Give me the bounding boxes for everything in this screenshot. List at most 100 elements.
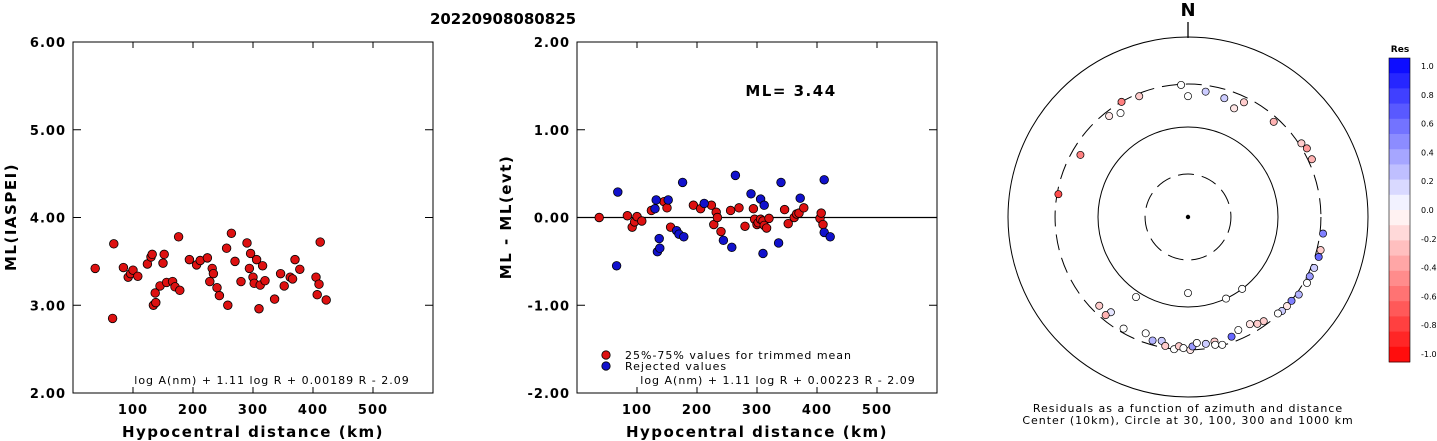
colorbar-tick-label: 0.0 bbox=[1421, 206, 1434, 215]
colorbar-title: Res bbox=[1391, 45, 1409, 55]
colorbar-cell bbox=[1389, 118, 1410, 135]
panel-residual-vs-distance: 100 200 300 400 500 -2.00 -1.00 0.00 1.00 2.00 M… bbox=[497, 36, 938, 441]
data-point bbox=[655, 243, 665, 253]
data-point bbox=[275, 268, 286, 279]
data-point bbox=[758, 248, 768, 259]
station-point bbox=[1230, 104, 1239, 113]
colorbar-tick-label: 0.4 bbox=[1421, 148, 1434, 157]
colorbar-cell bbox=[1389, 270, 1410, 287]
data-point bbox=[611, 261, 622, 271]
data-point bbox=[730, 170, 741, 181]
data-point bbox=[109, 239, 119, 249]
colorbar-cell bbox=[1389, 103, 1410, 120]
colorbar-tick-label: -0.2 bbox=[1421, 235, 1437, 244]
data-point bbox=[257, 261, 268, 271]
data-point bbox=[663, 195, 673, 205]
data-point bbox=[295, 264, 305, 274]
colorbar-cell bbox=[1389, 240, 1410, 256]
panel-polar-residuals: N Residuals as a function of azimuth and… bbox=[1007, 0, 1369, 427]
y-tick-label: 2.00 bbox=[534, 36, 570, 51]
station-point bbox=[1105, 112, 1114, 121]
data-point bbox=[651, 195, 661, 205]
data-point bbox=[818, 219, 828, 230]
data-point bbox=[128, 265, 138, 275]
station-point bbox=[1240, 98, 1248, 107]
data-point bbox=[269, 294, 280, 304]
y-tick-label: 1.00 bbox=[534, 124, 570, 139]
station-point bbox=[1222, 294, 1230, 303]
station-point bbox=[1161, 341, 1170, 350]
station-point bbox=[1294, 290, 1303, 299]
data-point bbox=[287, 274, 298, 284]
data-point bbox=[221, 243, 232, 253]
colorbar-cell bbox=[1389, 255, 1410, 272]
data-point bbox=[315, 237, 325, 247]
data-point bbox=[819, 175, 829, 185]
station-point bbox=[1095, 301, 1104, 310]
station-point bbox=[1119, 324, 1128, 333]
data-point bbox=[236, 276, 246, 287]
data-point bbox=[725, 205, 736, 216]
points-2 bbox=[594, 170, 835, 271]
legend-label-trimmed: 25%-75% values for trimmed mean bbox=[625, 349, 852, 362]
colorbar-tick-label: -0.6 bbox=[1421, 292, 1437, 301]
x-tick-label: 500 bbox=[358, 403, 388, 418]
y-tick-label: 2.00 bbox=[30, 387, 66, 402]
station-point bbox=[1117, 97, 1126, 106]
station-point bbox=[1316, 246, 1325, 255]
north-label: N bbox=[1180, 0, 1195, 21]
y-tick-label: -1.00 bbox=[528, 299, 570, 314]
xlabel-1: Hypocentral distance (km) bbox=[122, 423, 384, 441]
station-point bbox=[1234, 326, 1243, 334]
x-ticks-2: 100 200 300 400 500 bbox=[622, 42, 891, 418]
station-point bbox=[1253, 319, 1262, 328]
colorbar-cell bbox=[1389, 286, 1410, 302]
data-point bbox=[279, 281, 289, 291]
data-point bbox=[175, 285, 185, 296]
data-point bbox=[314, 279, 324, 289]
data-point bbox=[90, 263, 100, 274]
data-point bbox=[622, 211, 633, 221]
colorbar-cell bbox=[1389, 316, 1410, 332]
y-tick-label: 3.00 bbox=[30, 299, 66, 314]
station-point bbox=[1269, 117, 1278, 126]
distance-rings bbox=[1007, 36, 1369, 398]
station-point bbox=[1184, 289, 1192, 298]
data-point bbox=[764, 213, 774, 224]
data-point bbox=[245, 248, 256, 259]
station-point bbox=[1116, 109, 1125, 118]
station-point bbox=[1310, 264, 1319, 272]
data-point bbox=[214, 290, 225, 301]
x-tick-label: 300 bbox=[742, 403, 772, 418]
station-point bbox=[1148, 336, 1157, 345]
y-tick-label: 6.00 bbox=[30, 36, 66, 51]
colorbar-frame bbox=[1388, 57, 1411, 363]
colorbar-cell bbox=[1389, 179, 1410, 196]
data-point bbox=[251, 254, 262, 265]
colorbar-cell bbox=[1389, 149, 1410, 165]
xlabel-2: Hypocentral distance (km) bbox=[626, 423, 888, 441]
legend-marker-rejected bbox=[601, 361, 611, 371]
ring-30km bbox=[1144, 173, 1232, 261]
legend-label-rejected: Rejected values bbox=[625, 360, 727, 373]
data-point bbox=[173, 232, 184, 242]
ylabel-2: ML - ML(evt) bbox=[497, 155, 515, 279]
x-tick-label: 200 bbox=[682, 403, 712, 418]
station-point bbox=[1184, 92, 1192, 101]
x-tick-label: 100 bbox=[622, 403, 652, 418]
legend-marker-trimmed bbox=[601, 350, 611, 360]
data-point bbox=[254, 304, 264, 314]
station-point bbox=[1076, 150, 1085, 159]
data-point bbox=[118, 262, 129, 273]
colorbar-cell bbox=[1389, 134, 1410, 150]
station-point bbox=[1245, 320, 1254, 329]
station-point bbox=[1132, 293, 1140, 302]
station-point bbox=[1211, 340, 1220, 349]
station-point bbox=[1054, 190, 1063, 199]
station-point bbox=[1192, 339, 1201, 347]
data-point bbox=[230, 256, 240, 267]
ring-300km bbox=[1054, 83, 1322, 351]
polar-caption-line1: Residuals as a function of azimuth and d… bbox=[1033, 402, 1343, 415]
colorbar-tick-label: -1.0 bbox=[1421, 350, 1437, 359]
data-point bbox=[637, 216, 647, 226]
